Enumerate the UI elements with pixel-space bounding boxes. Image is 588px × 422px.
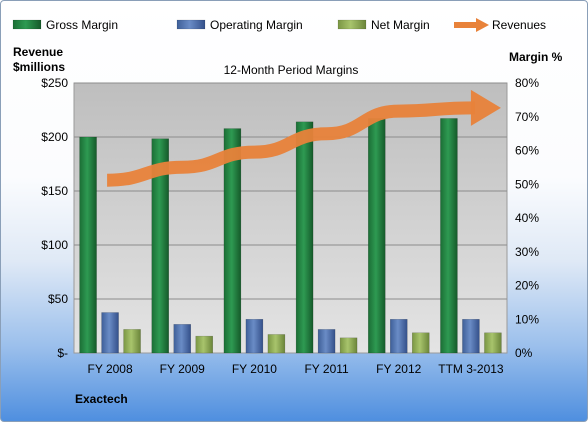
gridlines xyxy=(74,82,507,300)
left-tick-label: $250 xyxy=(41,76,68,90)
operating-margin-bar xyxy=(462,319,480,354)
right-tick-label: 20% xyxy=(515,279,539,293)
left-tick-label: $50 xyxy=(48,292,68,306)
net-margin-bar xyxy=(195,335,213,354)
operating-margin-bar xyxy=(173,324,191,354)
operating-margin-bar xyxy=(245,319,264,354)
right-tick-label: 30% xyxy=(515,245,539,259)
legend-swatch xyxy=(12,19,42,30)
left-axis-title-line1: Revenue xyxy=(13,45,63,59)
left-tick-label: $- xyxy=(57,346,68,360)
category-labels: FY 2008 FY 2009 FY 2010 FY 2011 FY 2012 TTM 3… xyxy=(88,362,504,376)
net-margin-bar xyxy=(339,337,358,354)
legend: Gross Margin Operating Margin Net Margin Re… xyxy=(12,18,546,32)
net-margin-bar xyxy=(412,332,430,354)
right-tick-label: 60% xyxy=(515,144,539,158)
left-axis-ticks: $- $50 $100 $150 $200 $250 xyxy=(41,76,68,360)
legend-swatch xyxy=(176,19,206,30)
revenue-line xyxy=(106,101,475,187)
net-margin-bar xyxy=(123,329,141,354)
right-tick-label: 40% xyxy=(515,211,539,225)
left-axis-title-line2: $millions xyxy=(13,60,65,74)
revenue-arrow xyxy=(106,89,501,187)
chart-title: 12-Month Period Margins xyxy=(224,63,359,77)
gross-margin-bar xyxy=(368,118,386,354)
left-tick-label: $100 xyxy=(41,238,68,252)
category-label: FY 2009 xyxy=(160,362,205,376)
legend-arrow-head xyxy=(476,18,489,32)
legend-label: Net Margin xyxy=(371,18,430,32)
legend-label: Gross Margin xyxy=(46,18,118,32)
operating-margin-bar xyxy=(101,312,119,354)
category-label: FY 2012 xyxy=(376,362,421,376)
plot-area xyxy=(73,82,508,354)
net-margin-bar xyxy=(267,334,286,354)
right-tick-label: 10% xyxy=(515,312,539,326)
legend-label: Operating Margin xyxy=(210,18,303,32)
net-margin-bar xyxy=(484,332,502,354)
company-label: Exactech xyxy=(75,392,128,406)
left-tick-label: $200 xyxy=(41,130,68,144)
right-tick-label: 80% xyxy=(515,76,539,90)
right-axis-ticks: 0% 10% 20% 30% 40% 50% 60% 70% 80% xyxy=(515,76,539,360)
category-label: FY 2010 xyxy=(232,362,277,376)
bars xyxy=(79,118,502,354)
gross-margin-bar xyxy=(440,118,458,354)
right-tick-label: 0% xyxy=(515,346,533,360)
operating-margin-bar xyxy=(390,319,408,354)
right-tick-label: 50% xyxy=(515,177,539,191)
right-axis-title: Margin % xyxy=(509,50,563,64)
legend-label: Revenues xyxy=(492,18,546,32)
right-tick-label: 70% xyxy=(515,110,539,124)
category-label: FY 2011 xyxy=(304,362,349,376)
revenue-arrow-head xyxy=(470,89,501,126)
operating-margin-bar xyxy=(317,329,336,354)
category-label: TTM 3-2013 xyxy=(438,362,504,376)
gross-margin-bar xyxy=(223,128,242,354)
category-label: FY 2008 xyxy=(88,362,133,376)
gross-margin-bar xyxy=(151,138,169,354)
gross-margin-bar xyxy=(79,136,97,354)
legend-swatch xyxy=(337,19,367,30)
gross-margin-bar xyxy=(295,121,314,354)
left-tick-label: $150 xyxy=(41,184,68,198)
